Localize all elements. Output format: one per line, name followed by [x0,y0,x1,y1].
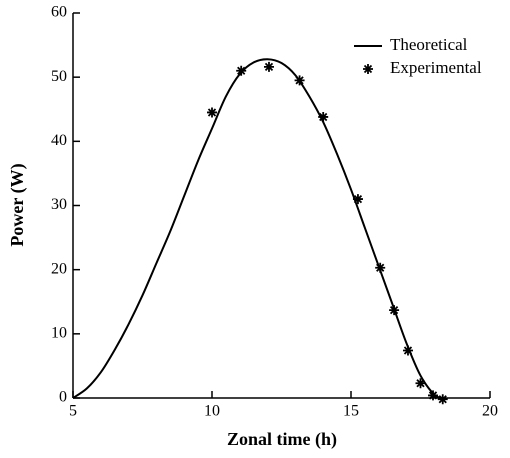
x-axis-title: Zonal time (h) [227,429,337,450]
experimental-point [236,65,247,76]
experimental-point [294,75,305,86]
experimental-point [428,390,439,401]
experimental-point [415,378,426,389]
theoretical-line [72,58,444,399]
experimental-point [207,107,217,118]
y-tick-label: 0 [59,389,67,406]
x-tick-label: 20 [482,403,498,420]
y-tick-label: 40 [51,132,67,149]
x-tick-label: 10 [204,403,220,420]
experimental-point [318,111,329,122]
experimental-point [375,262,386,273]
y-tick-label: 20 [51,260,67,277]
experimental-point [352,194,363,205]
experimental-point [402,345,413,356]
y-tick-label: 30 [51,196,67,213]
y-axis-title: Power (W) [7,163,28,246]
legend-label: Theoretical [390,35,468,54]
legend-label: Experimental [390,58,482,77]
y-tick-label: 60 [51,4,67,21]
y-tick-label: 50 [51,68,67,85]
x-tick-label: 15 [343,403,359,420]
experimental-point [389,305,400,316]
legend-marker [363,64,373,74]
y-tick-label: 10 [51,325,67,342]
x-tick-label: 5 [69,403,77,420]
experimental-point [263,61,274,72]
experimental-point [437,394,448,405]
